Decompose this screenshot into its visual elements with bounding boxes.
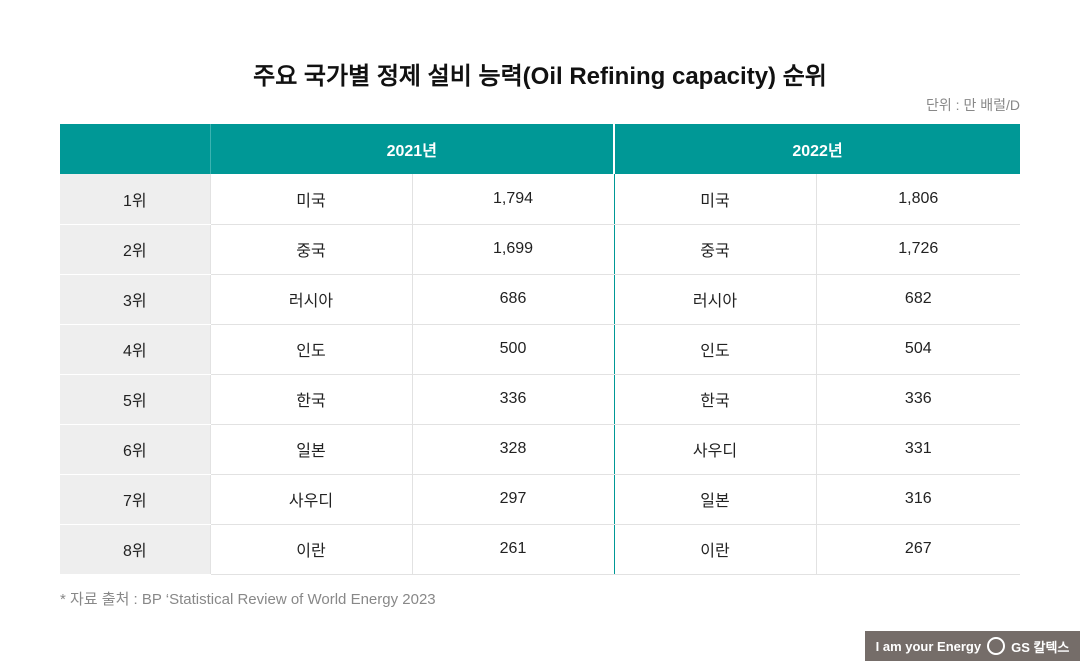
country-2021-cell: 일본 [209,424,412,475]
header-blank [60,124,210,174]
country-2022-cell: 중국 [613,224,817,275]
country-2021-cell: 인도 [209,324,412,375]
header-2022: 2022년 [613,124,1021,174]
value-2022-cell: 682 [815,274,1021,325]
rank-cell: 3위 [60,274,210,325]
table-row: 5위 한국 336 한국 336 [60,374,1021,425]
ranking-table: 2021년 2022년 1위 미국 1,794 미국 1,806 2위 중국 1,699 중국 1… [60,124,1021,575]
value-2022-cell: 1,726 [815,224,1021,275]
country-2022-cell: 이란 [613,524,817,575]
country-2022-cell: 일본 [613,474,817,525]
value-2022-cell: 267 [815,524,1021,575]
header-2021: 2021년 [209,124,615,174]
rank-cell: 1위 [60,174,210,225]
country-2022-cell: 인도 [613,324,817,375]
value-2022-cell: 316 [815,474,1021,525]
slogan: I am your Energy [875,638,982,654]
header-row: 2021년 2022년 [60,124,1021,174]
value-2021-cell: 1,699 [411,224,615,275]
table-row: 3위 러시아 686 러시아 682 [60,274,1021,325]
value-2021-cell: 297 [411,474,615,525]
rank-cell: 6위 [60,424,210,475]
country-2022-cell: 사우디 [613,424,817,475]
country-2021-cell: 이란 [209,524,412,575]
value-2022-cell: 1,806 [815,174,1021,225]
brand-name: GS 칼텍스 [1011,639,1070,655]
rank-cell: 8위 [60,524,210,575]
gs-logo-icon [987,637,1006,655]
table-row: 7위 사우디 297 일본 316 [60,474,1021,525]
value-2021-cell: 500 [411,324,615,375]
unit-label: 단위 : 만 배럴/D [926,97,1020,113]
rank-cell: 5위 [60,374,210,425]
value-2022-cell: 331 [815,424,1021,475]
rank-cell: 4위 [60,324,210,375]
rank-cell: 2위 [60,224,210,275]
country-2021-cell: 사우디 [209,474,412,525]
table-row: 1위 미국 1,794 미국 1,806 [60,174,1021,225]
country-2021-cell: 러시아 [209,274,412,325]
country-2021-cell: 한국 [209,374,412,425]
country-2021-cell: 미국 [209,174,412,225]
table-row: 2위 중국 1,699 중국 1,726 [60,224,1021,275]
table-row: 6위 일본 328 사우디 331 [60,424,1021,475]
country-2022-cell: 한국 [613,374,817,425]
country-2021-cell: 중국 [209,224,412,275]
value-2021-cell: 336 [411,374,615,425]
country-2022-cell: 러시아 [613,274,817,325]
value-2022-cell: 504 [815,324,1021,375]
brand-footer: I am your Energy GS 칼텍스 [865,631,1080,661]
page-title: 주요 국가별 정제 설비 능력(Oil Refining capacity) 순… [253,63,827,90]
value-2021-cell: 328 [411,424,615,475]
source-note: * 자료 출처 : BP ‘Statistical Review of Worl… [60,591,436,608]
table-row: 8위 이란 261 이란 267 [60,524,1021,575]
rank-cell: 7위 [60,474,210,525]
value-2021-cell: 261 [411,524,615,575]
value-2021-cell: 686 [411,274,615,325]
value-2021-cell: 1,794 [411,174,615,225]
table-row: 4위 인도 500 인도 504 [60,324,1021,375]
country-2022-cell: 미국 [613,174,817,225]
value-2022-cell: 336 [815,374,1021,425]
